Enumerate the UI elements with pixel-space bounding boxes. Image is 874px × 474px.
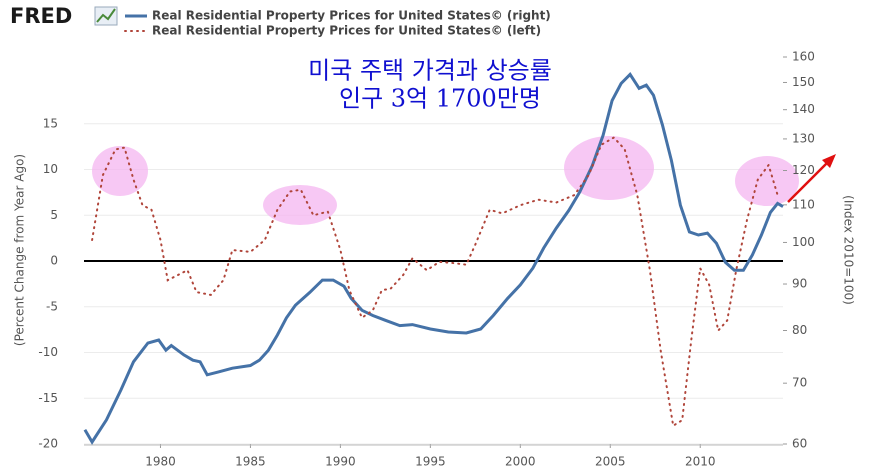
y2-tick-label: 110 bbox=[792, 197, 815, 211]
y2-tick-label: 130 bbox=[792, 131, 815, 145]
y-axis-label: (Percent Change from Year Ago) bbox=[13, 154, 27, 346]
y-tick-label: -15 bbox=[38, 391, 58, 405]
y2-tick-label: 80 bbox=[792, 323, 807, 337]
y-tick-label: 5 bbox=[50, 208, 58, 222]
y-tick-label: 15 bbox=[43, 116, 58, 130]
y-tick-label: -5 bbox=[46, 299, 58, 313]
legend-label: Real Residential Property Prices for Uni… bbox=[152, 9, 551, 23]
y2-tick-label: 140 bbox=[792, 102, 815, 116]
x-tick-label: 2000 bbox=[505, 455, 536, 469]
x-tick-label: 2005 bbox=[595, 455, 626, 469]
y2-tick-label: 60 bbox=[792, 437, 807, 451]
y-tick-label: -10 bbox=[38, 345, 58, 359]
logo-icon bbox=[94, 6, 118, 26]
x-tick-label: 1995 bbox=[415, 455, 446, 469]
logo: FRED bbox=[10, 4, 72, 28]
x-tick-label: 1985 bbox=[235, 455, 266, 469]
annotation: 인구 3억 1700만명 bbox=[339, 85, 541, 113]
annotation: 미국 주택 가격과 상승률 bbox=[308, 57, 552, 85]
y2-tick-label: 90 bbox=[792, 277, 807, 291]
legend-label: Real Residential Property Prices for Uni… bbox=[152, 24, 541, 38]
grid bbox=[84, 123, 783, 445]
y-tick-label: 10 bbox=[43, 162, 58, 176]
x-tick-label: 1990 bbox=[325, 455, 356, 469]
highlights bbox=[92, 136, 799, 225]
x-tick-label: 1980 bbox=[145, 455, 176, 469]
y-tick-label: 0 bbox=[50, 254, 58, 268]
y2-tick-label: 150 bbox=[792, 75, 815, 89]
red-arrow bbox=[787, 154, 836, 203]
y2-tick-label: 160 bbox=[792, 50, 815, 64]
y2-axis-label: (Index 2010=100) bbox=[842, 195, 856, 305]
y2-tick-label: 70 bbox=[792, 376, 807, 390]
y-tick-label: -20 bbox=[38, 437, 58, 451]
x-tick-label: 2010 bbox=[685, 455, 716, 469]
y2-tick-label: 100 bbox=[792, 235, 815, 249]
series-line bbox=[83, 72, 784, 445]
y2-tick-label: 120 bbox=[792, 163, 815, 177]
